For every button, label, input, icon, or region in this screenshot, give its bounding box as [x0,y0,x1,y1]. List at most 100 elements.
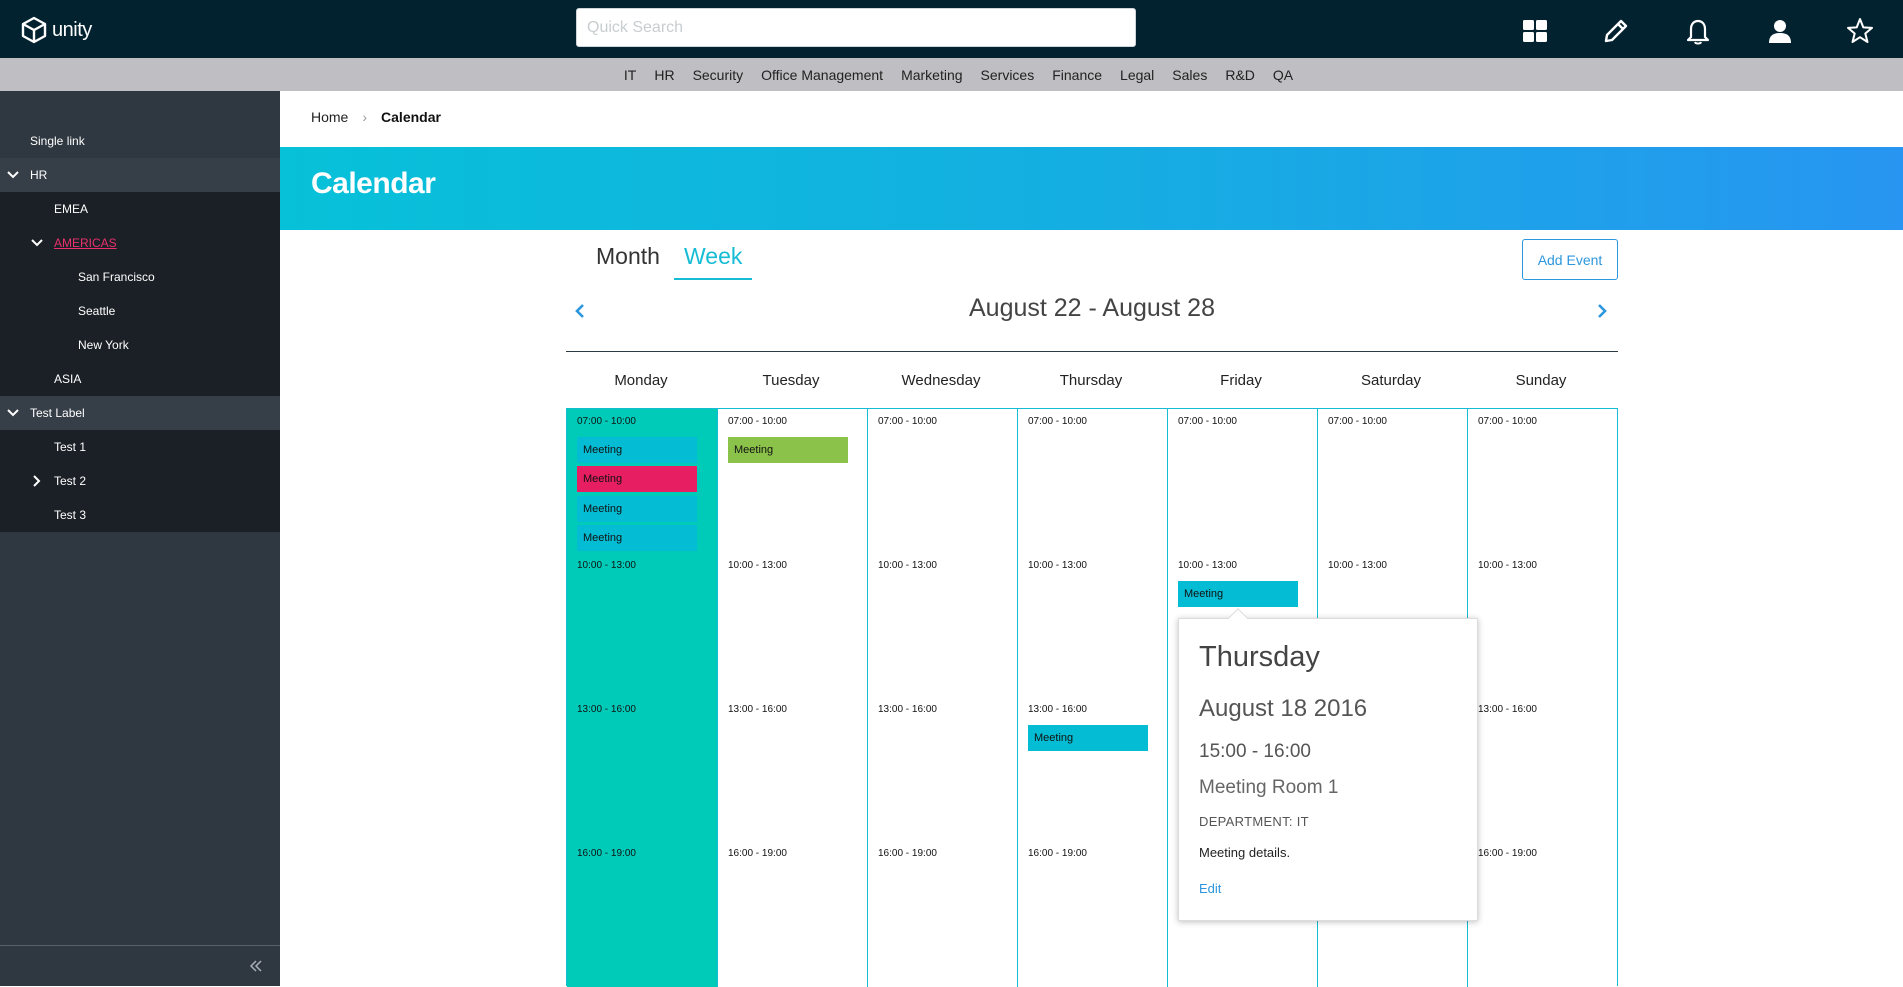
time-slot: 07:00 - 10:00 [728,416,787,427]
nav-item-hr[interactable]: HR [654,66,675,83]
day-column-tuesday[interactable]: 07:00 - 10:00 Meeting 10:00 - 13:00 13:0… [717,409,867,987]
sidebar-item-americas[interactable]: AMERICAS [0,226,280,260]
nav-item-finance[interactable]: Finance [1052,66,1103,83]
day-header-saturday: Saturday [1360,372,1422,389]
sidebar-item-label: Test Label [30,406,85,420]
time-slot: 13:00 - 16:00 [1478,704,1537,715]
time-slot: 13:00 - 16:00 [728,704,787,715]
day-header-sunday: Sunday [1515,372,1567,389]
sidebar-item-label: AMERICAS [54,236,117,250]
collapse-sidebar-icon[interactable] [248,958,264,974]
logo-text: unity [52,18,92,41]
time-slot: 10:00 - 13:00 [1028,560,1087,571]
day-header-wednesday: Wednesday [901,372,981,389]
day-column-thursday[interactable]: 07:00 - 10:00 10:00 - 13:00 13:00 - 16:0… [1017,409,1167,987]
day-column-friday[interactable]: 07:00 - 10:00 10:00 - 13:00 Meeting [1167,409,1317,987]
chevron-down-icon [6,168,20,182]
sidebar-item-label: Test 3 [54,508,87,522]
day-column-monday[interactable]: 07:00 - 10:00 Meeting Meeting Meeting Me… [567,409,717,987]
star-icon[interactable] [1845,16,1875,46]
sidebar-item-hr[interactable]: HR [0,158,280,192]
event-meeting[interactable]: Meeting [577,525,697,551]
day-header-thursday: Thursday [1059,372,1123,389]
day-column-wednesday[interactable]: 07:00 - 10:00 10:00 - 13:00 13:00 - 16:0… [867,409,1017,987]
dashboard-icon[interactable] [1520,16,1550,46]
sidebar-item-san-francisco[interactable]: San Francisco [0,260,280,294]
add-event-button[interactable]: Add Event [1522,239,1618,280]
sidebar-item-label: San Francisco [78,270,155,284]
popover-time: 15:00 - 16:00 [1199,741,1311,762]
event-meeting[interactable]: Meeting [577,496,697,522]
user-icon[interactable] [1765,16,1795,46]
breadcrumb-current: Calendar [381,109,441,125]
nav-item-marketing[interactable]: Marketing [901,66,963,83]
time-slot: 07:00 - 10:00 [1328,416,1387,427]
day-header-friday: Friday [1220,372,1262,389]
nav-item-office-management[interactable]: Office Management [761,66,884,83]
breadcrumb-separator: › [362,109,368,125]
event-meeting[interactable]: Meeting [577,466,697,492]
sidebar-item-emea[interactable]: EMEA [0,192,280,226]
sidebar-item-seattle[interactable]: Seattle [0,294,280,328]
time-slot: 10:00 - 13:00 [1328,560,1387,571]
sidebar-footer [0,945,280,986]
sidebar-item-single-link[interactable]: Single link [0,124,280,158]
nav-item-it[interactable]: IT [623,66,637,83]
time-slot: 07:00 - 10:00 [1478,416,1537,427]
quick-search-input[interactable] [576,8,1136,47]
sidebar: Single link HR EMEA AMERICAS San Francis… [0,91,280,986]
event-meeting[interactable]: Meeting [1028,725,1148,751]
sidebar-item-label: New York [78,338,129,352]
day-header-tuesday: Tuesday [762,372,820,389]
time-slot: 16:00 - 19:00 [1028,848,1087,859]
sidebar-item-label: EMEA [54,202,89,216]
page-banner: Calendar [280,147,1903,230]
chevron-right-icon [30,474,44,488]
department-nav: IT HR Security Office Management Marketi… [0,58,1903,91]
nav-item-legal[interactable]: Legal [1120,66,1155,83]
tab-week[interactable]: Week [674,240,753,280]
sidebar-item-label: Test 1 [54,440,87,454]
previous-week-icon[interactable] [572,302,588,320]
nav-item-security[interactable]: Security [692,66,744,83]
top-bar: unity [0,0,1903,58]
popover-details: Meeting details. [1199,845,1291,860]
nav-item-qa[interactable]: QA [1272,66,1294,83]
event-meeting[interactable]: Meeting [728,437,848,463]
day-column-sunday[interactable]: 07:00 - 10:00 10:00 - 13:00 13:00 - 16:0… [1467,409,1617,987]
time-slot: 13:00 - 16:00 [878,704,937,715]
time-slot: 10:00 - 13:00 [1478,560,1537,571]
sidebar-item-test-3[interactable]: Test 3 [0,498,280,532]
unity-logo[interactable]: unity [20,16,92,44]
popover-date: August 18 2016 [1199,695,1368,722]
time-slot: 10:00 - 13:00 [728,560,787,571]
time-slot: 10:00 - 13:00 [1178,560,1237,571]
bell-icon[interactable] [1683,16,1713,46]
nav-item-rnd[interactable]: R&D [1225,66,1255,83]
pencil-icon[interactable] [1601,16,1631,46]
event-meeting[interactable]: Meeting [1178,581,1298,607]
sidebar-item-test-label[interactable]: Test Label [0,396,280,430]
next-week-icon[interactable] [1594,302,1610,320]
sidebar-item-test-1[interactable]: Test 1 [0,430,280,464]
time-slot: 16:00 - 19:00 [577,848,636,859]
sidebar-item-asia[interactable]: ASIA [0,362,280,396]
time-slot: 13:00 - 16:00 [577,704,636,715]
nav-item-sales[interactable]: Sales [1172,66,1208,83]
tab-month[interactable]: Month [596,243,660,269]
sidebar-item-test-2[interactable]: Test 2 [0,464,280,498]
sidebar-item-new-york[interactable]: New York [0,328,280,362]
time-slot: 07:00 - 10:00 [878,416,937,427]
day-header-monday: Monday [614,372,668,389]
time-slot: 16:00 - 19:00 [878,848,937,859]
popover-department: DEPARTMENT: IT [1199,814,1309,829]
chevron-down-icon [6,406,20,420]
date-range: August 22 - August 28 [968,294,1215,322]
nav-item-services[interactable]: Services [980,66,1035,83]
popover-edit-link[interactable]: Edit [1199,881,1222,896]
breadcrumb-home[interactable]: Home [311,109,349,125]
event-meeting[interactable]: Meeting [577,437,697,463]
week-grid: 07:00 - 10:00 Meeting Meeting Meeting Me… [566,408,1618,987]
time-slot: 10:00 - 13:00 [878,560,937,571]
sidebar-item-label: Seattle [78,304,116,318]
